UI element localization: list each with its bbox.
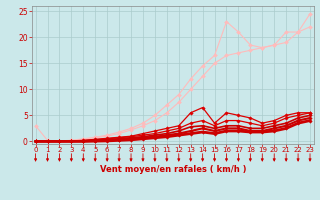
X-axis label: Vent moyen/en rafales ( km/h ): Vent moyen/en rafales ( km/h ) xyxy=(100,165,246,174)
